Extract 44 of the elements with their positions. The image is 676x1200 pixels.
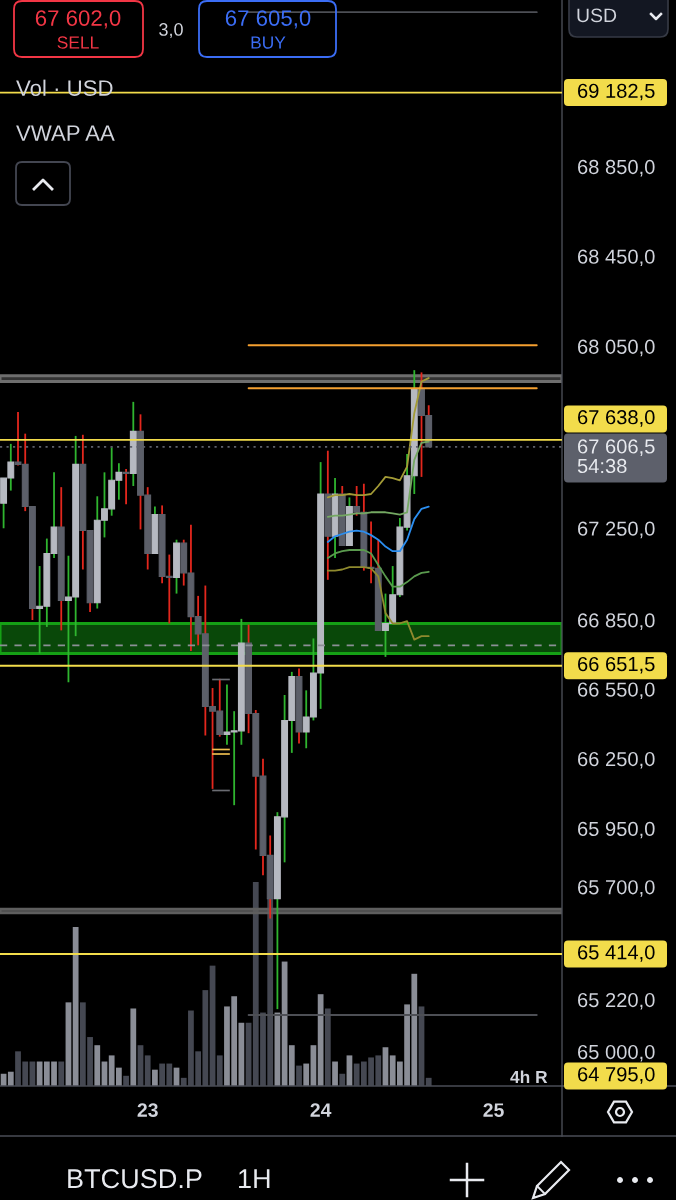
x-tick-label: 25 xyxy=(483,1103,504,1117)
bar xyxy=(7,1071,14,1086)
bar xyxy=(303,1063,310,1086)
annotation: 67 605,0 xyxy=(225,10,311,29)
line-series xyxy=(326,549,430,588)
text: 64 795,0 xyxy=(578,1067,655,1084)
y-tick-label: 65 000,0 xyxy=(578,1044,655,1062)
y-tick-label: 67 250,0 xyxy=(578,521,655,539)
candlestick xyxy=(122,468,130,506)
y-tick-label: 68 050,0 xyxy=(578,339,655,357)
line-series xyxy=(326,505,430,553)
ref-line-label: 69 182,5 xyxy=(578,83,655,101)
ref-line-label: 67 606,5 54:38 xyxy=(577,439,655,474)
y-tick-label: 66 250,0 xyxy=(578,751,655,769)
y-tick-label: 65 220,0 xyxy=(578,992,655,1010)
y-tick-label: 68 450,0 xyxy=(578,249,655,267)
bar xyxy=(130,1008,137,1086)
text: 1H xyxy=(239,1169,270,1188)
annotation: BUY xyxy=(251,36,286,49)
y-tick-label: 66 550,0 xyxy=(578,682,655,700)
line-series xyxy=(326,566,430,641)
y-tick-label: 65 700,0 xyxy=(578,880,655,897)
bar xyxy=(72,926,79,1086)
x-tick-label: 23 xyxy=(137,1103,158,1117)
annotation: VWAP AA xyxy=(16,125,115,141)
y-tick-label: 65 950,0 xyxy=(578,821,655,839)
bar xyxy=(332,1061,338,1086)
x-tick-label: 24 xyxy=(310,1103,332,1117)
bar xyxy=(152,1069,158,1086)
ref-line-label: 65 414,0 xyxy=(578,945,655,962)
annotation: 4h R xyxy=(510,1070,548,1083)
bar xyxy=(94,1045,101,1086)
annotation: 67 602,0 xyxy=(35,10,121,29)
text: BTCUSD.P xyxy=(68,1169,202,1189)
bar xyxy=(317,994,324,1086)
y-tick-label: 66 850,0 xyxy=(578,613,655,630)
annotation: 3,0 xyxy=(159,23,183,38)
line-series xyxy=(326,377,430,499)
ref-line-label: 67 638,0 xyxy=(578,410,655,427)
bar xyxy=(288,1045,295,1086)
annotation: SELL xyxy=(57,36,99,49)
y-tick-label: 68 850,0 xyxy=(578,159,655,177)
ref-line-label: 66 651,5 xyxy=(578,656,655,674)
text: USD xyxy=(577,8,617,23)
